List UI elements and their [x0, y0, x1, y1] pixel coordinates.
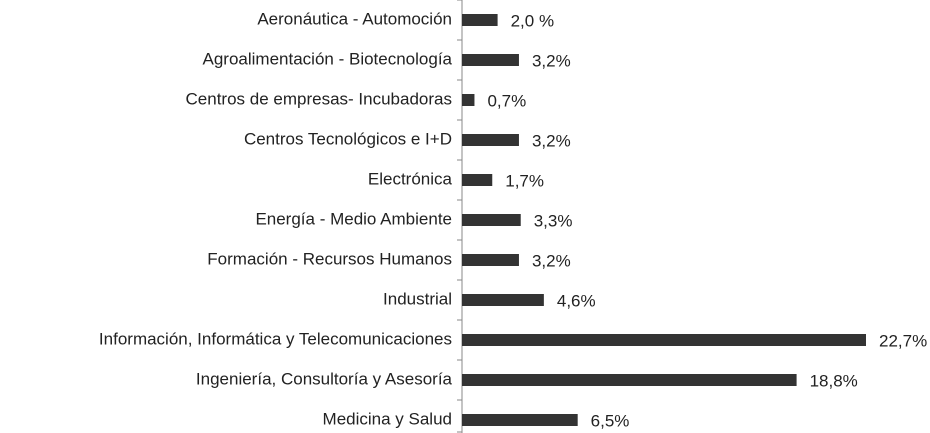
category-label: Formación - Recursos Humanos: [207, 249, 452, 268]
value-label: 22,7%: [879, 331, 927, 350]
bar: [462, 14, 498, 26]
category-label: Energía - Medio Ambiente: [255, 209, 452, 228]
bar: [462, 414, 578, 426]
bar: [462, 334, 866, 346]
value-label: 6,5%: [591, 411, 630, 430]
value-label: 4,6%: [557, 291, 596, 310]
category-label: Industrial: [383, 289, 452, 308]
bar: [462, 54, 519, 66]
category-label: Centros de empresas- Incubadoras: [186, 89, 452, 108]
bar: [462, 294, 544, 306]
value-label: 3,2%: [532, 251, 571, 270]
category-label: Ingeniería, Consultoría y Asesoría: [196, 369, 453, 388]
bar: [462, 254, 519, 266]
value-label: 0,7%: [487, 91, 526, 110]
bar: [462, 174, 493, 186]
value-label: 2,0 %: [511, 11, 554, 30]
bar: [462, 94, 475, 106]
value-label: 3,2%: [532, 131, 571, 150]
category-label: Información, Informática y Telecomunicac…: [99, 329, 452, 348]
value-label: 1,7%: [505, 171, 544, 190]
category-label: Aeronáutica - Automoción: [257, 9, 452, 28]
category-label: Electrónica: [368, 169, 453, 188]
bar: [462, 134, 519, 146]
category-label: Agroalimentación - Biotecnología: [203, 49, 453, 68]
value-label: 3,3%: [534, 211, 573, 230]
category-label: Medicina y Salud: [323, 409, 452, 428]
value-label: 18,8%: [810, 371, 858, 390]
bar: [462, 374, 797, 386]
category-label: Centros Tecnológicos e I+D: [244, 129, 452, 148]
bar: [462, 214, 521, 226]
value-label: 3,2%: [532, 51, 571, 70]
